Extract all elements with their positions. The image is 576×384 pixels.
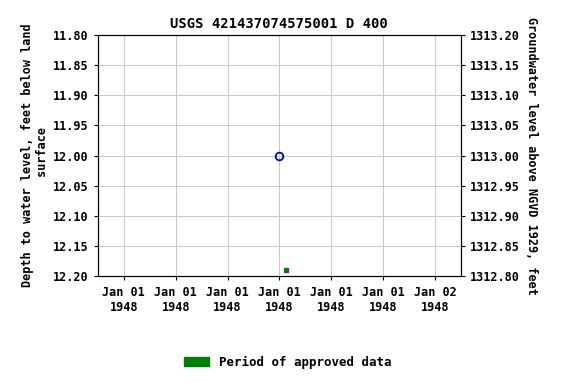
Y-axis label: Depth to water level, feet below land
 surface: Depth to water level, feet below land su… (21, 24, 49, 287)
Y-axis label: Groundwater level above NGVD 1929, feet: Groundwater level above NGVD 1929, feet (525, 17, 538, 295)
Title: USGS 421437074575001 D 400: USGS 421437074575001 D 400 (170, 17, 388, 31)
Legend: Period of approved data: Period of approved data (179, 351, 397, 374)
